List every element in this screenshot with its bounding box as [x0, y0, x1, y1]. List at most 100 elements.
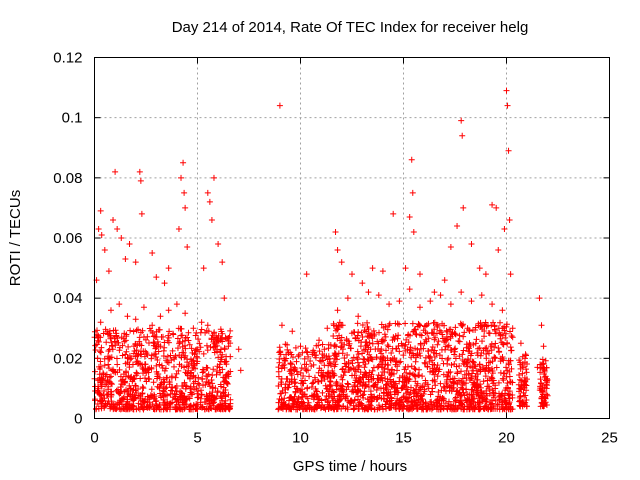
data-point: [165, 359, 172, 366]
data-point: [200, 265, 207, 272]
data-point: [460, 347, 467, 354]
data-point: [428, 346, 435, 353]
data-point: [293, 368, 300, 375]
data-point: [197, 344, 204, 351]
data-point: [309, 380, 316, 387]
data-point: [144, 393, 151, 400]
data-point: [395, 401, 402, 408]
data-point: [162, 402, 169, 409]
data-point: [157, 313, 164, 320]
data-point: [192, 347, 199, 354]
data-point: [287, 360, 294, 367]
data-point: [97, 319, 104, 326]
data-point: [427, 298, 434, 305]
data-point: [424, 363, 431, 370]
data-point: [410, 393, 417, 400]
data-point: [160, 399, 167, 406]
y-tick-label: 0.04: [53, 290, 82, 307]
data-point: [198, 319, 205, 326]
data-point: [504, 367, 511, 374]
data-point: [496, 329, 503, 336]
data-point: [173, 388, 180, 395]
data-point: [379, 336, 386, 343]
data-point: [331, 342, 338, 349]
data-point: [477, 319, 484, 326]
data-point: [346, 399, 353, 406]
data-point: [504, 102, 511, 109]
data-point: [522, 378, 529, 385]
data-point: [465, 371, 472, 378]
data-point: [135, 360, 142, 367]
data-point: [161, 280, 168, 287]
data-point: [365, 289, 372, 296]
data-point: [444, 343, 451, 350]
data-point: [322, 382, 329, 389]
data-point: [166, 401, 173, 408]
data-point: [173, 370, 180, 377]
data-point: [190, 373, 197, 380]
data-point: [488, 374, 495, 381]
data-point: [455, 390, 462, 397]
data-point: [394, 384, 401, 391]
data-point: [158, 362, 165, 369]
data-point: [340, 389, 347, 396]
data-point: [181, 342, 188, 349]
data-point: [194, 358, 201, 365]
data-point: [359, 350, 366, 357]
data-point: [199, 366, 206, 373]
data-point: [477, 352, 484, 359]
data-point: [442, 388, 449, 395]
data-point: [434, 362, 441, 369]
data-point: [470, 341, 477, 348]
data-point: [126, 382, 133, 389]
data-point: [290, 397, 297, 404]
data-point: [412, 330, 419, 337]
data-point: [132, 394, 139, 401]
data-point: [109, 401, 116, 408]
data-point: [404, 398, 411, 405]
data-point: [406, 391, 413, 398]
data-point: [276, 102, 283, 109]
data-point: [474, 349, 481, 356]
data-point: [445, 342, 452, 349]
data-point: [478, 292, 485, 299]
data-point: [136, 168, 143, 175]
data-point: [452, 396, 459, 403]
data-point: [480, 378, 487, 385]
data-point: [216, 405, 223, 412]
data-point: [379, 268, 386, 275]
data-point: [484, 392, 491, 399]
data-point: [142, 336, 149, 343]
data-point: [178, 363, 185, 370]
data-point: [124, 354, 131, 361]
data-point: [474, 371, 481, 378]
data-point: [537, 365, 544, 372]
data-point: [339, 365, 346, 372]
data-point: [391, 336, 398, 343]
data-point: [146, 325, 153, 332]
data-point: [366, 401, 373, 408]
data-point: [357, 343, 364, 350]
data-point: [225, 335, 232, 342]
data-point: [458, 117, 465, 124]
data-point: [282, 358, 289, 365]
data-point: [311, 406, 318, 413]
data-point: [306, 373, 313, 380]
data-point: [122, 406, 129, 413]
data-point: [330, 395, 337, 402]
data-point: [416, 304, 423, 311]
data-point: [481, 333, 488, 340]
data-point: [292, 344, 299, 351]
data-point: [152, 334, 159, 341]
data-point: [179, 332, 186, 339]
data-point: [210, 400, 217, 407]
data-point: [468, 298, 475, 305]
data-point: [122, 256, 129, 263]
data-point: [390, 210, 397, 217]
data-point: [94, 355, 101, 362]
data-point: [173, 301, 180, 308]
data-point: [105, 361, 112, 368]
data-point: [304, 395, 311, 402]
data-point: [324, 397, 331, 404]
data-point: [503, 400, 510, 407]
